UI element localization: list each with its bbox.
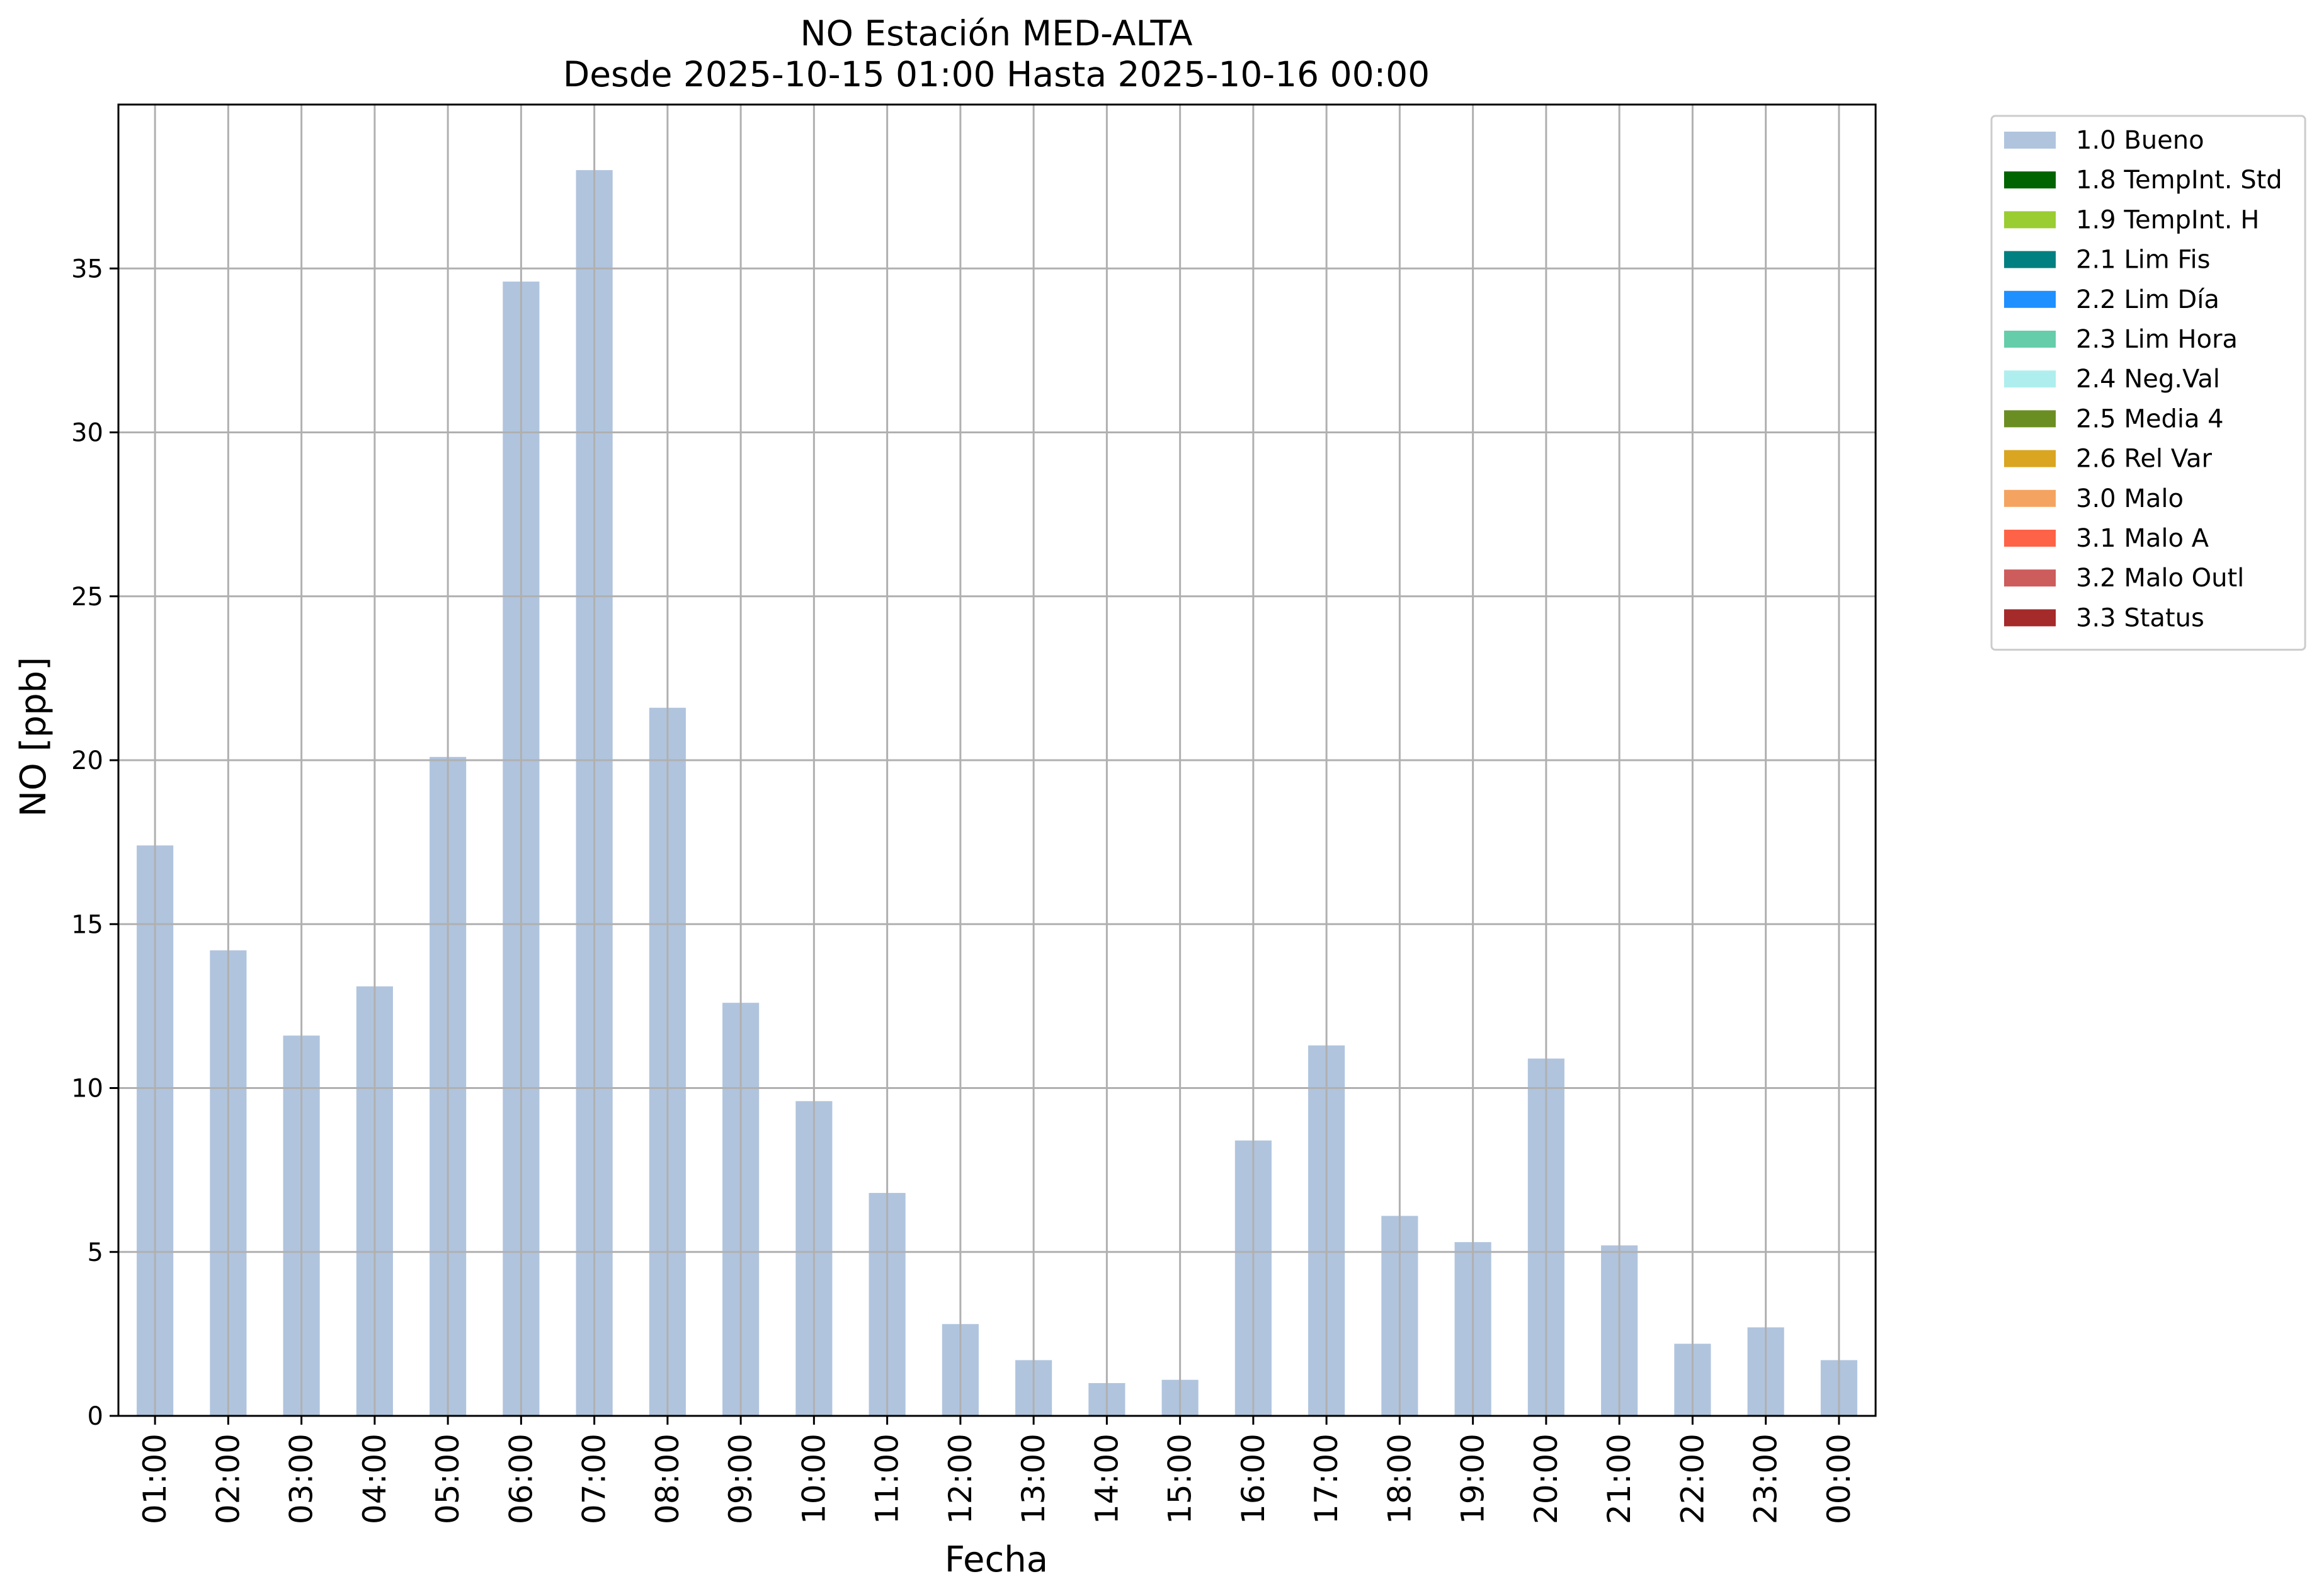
x-tick-label: 19:00 [1455,1434,1491,1524]
legend-swatch [2004,530,2056,547]
x-tick-label: 21:00 [1601,1434,1638,1524]
x-axis-ticks: 01:00 02:00 03:00 04:00 05:00 06:00 07:00 08:00… [137,1416,1857,1524]
legend-label: 3.1 Malo A [2076,524,2209,553]
legend-label: 3.0 Malo [2076,484,2184,513]
legend-label: 3.2 Malo Outl [2076,564,2244,593]
y-tick-label: 10 [71,1074,103,1103]
legend-swatch [2004,251,2056,268]
x-tick-label: 06:00 [503,1434,539,1524]
x-tick-label: 20:00 [1528,1434,1564,1524]
legend-label: 3.3 Status [2076,603,2204,632]
legend-label: 2.4 Neg.Val [2076,365,2220,394]
legend-swatch [2004,410,2056,428]
legend-swatch [2004,290,2056,308]
legend-swatch [2004,132,2056,149]
x-tick-label: 12:00 [942,1434,979,1524]
y-tick-label: 30 [71,419,103,448]
x-tick-label: 00:00 [1821,1434,1857,1524]
legend-swatch [2004,370,2056,388]
x-tick-label: 18:00 [1381,1434,1418,1524]
x-tick-label: 03:00 [283,1434,320,1524]
x-tick-label: 11:00 [869,1434,906,1524]
x-tick-label: 10:00 [795,1434,832,1524]
legend-swatch [2004,489,2056,507]
legend-label: 2.1 Lim Fis [2076,246,2210,275]
legend-swatch [2004,171,2056,189]
x-axis-label: Fecha [945,1539,1048,1580]
x-tick-label: 23:00 [1748,1434,1784,1524]
x-tick-label: 13:00 [1015,1434,1052,1524]
legend-label: 2.6 Rel Var [2076,445,2213,474]
x-tick-label: 09:00 [722,1434,759,1524]
legend-label: 1.8 TempInt. Std [2076,166,2282,195]
x-tick-label: 04:00 [356,1434,393,1524]
x-tick-label: 05:00 [430,1434,466,1524]
legend-swatch [2004,609,2056,627]
x-tick-label: 08:00 [649,1434,686,1524]
legend-label: 2.5 Media 4 [2076,404,2224,433]
chart-subtitle: Desde 2025-10-15 01:00 Hasta 2025-10-16 … [563,54,1430,94]
x-tick-label: 17:00 [1308,1434,1345,1524]
legend: 1.0 Bueno 1.8 TempInt. Std 1.9 TempInt. H 2… [1990,115,2306,651]
y-axis-ticks: 0 5 10 15 20 25 30 35 [71,254,118,1431]
chart-title: NO Estación MED-ALTA [801,13,1193,54]
x-tick-label: 22:00 [1674,1434,1711,1524]
legend-swatch [2004,569,2056,587]
y-tick-label: 0 [88,1402,103,1431]
y-tick-label: 20 [71,746,103,775]
y-tick-label: 15 [71,910,103,939]
x-tick-label: 14:00 [1088,1434,1125,1524]
y-axis-label: NO [ppb] [13,657,54,817]
legend-swatch [2004,331,2056,348]
legend-label: 1.9 TempInt. H [2076,205,2259,234]
legend-swatch [2004,450,2056,467]
x-tick-label: 16:00 [1235,1434,1272,1524]
legend-label: 2.2 Lim Día [2076,285,2219,314]
y-tick-label: 25 [71,583,103,612]
legend-label: 1.0 Bueno [2076,126,2204,155]
legend-swatch [2004,211,2056,229]
y-tick-label: 5 [88,1238,103,1267]
x-tick-label: 15:00 [1162,1434,1199,1524]
legend-frame [1990,115,2306,651]
x-tick-label: 07:00 [576,1434,613,1524]
y-tick-label: 35 [71,254,103,283]
x-tick-label: 02:00 [210,1434,246,1524]
legend-label: 2.3 Lim Hora [2076,325,2238,354]
x-tick-label: 01:00 [137,1434,173,1524]
